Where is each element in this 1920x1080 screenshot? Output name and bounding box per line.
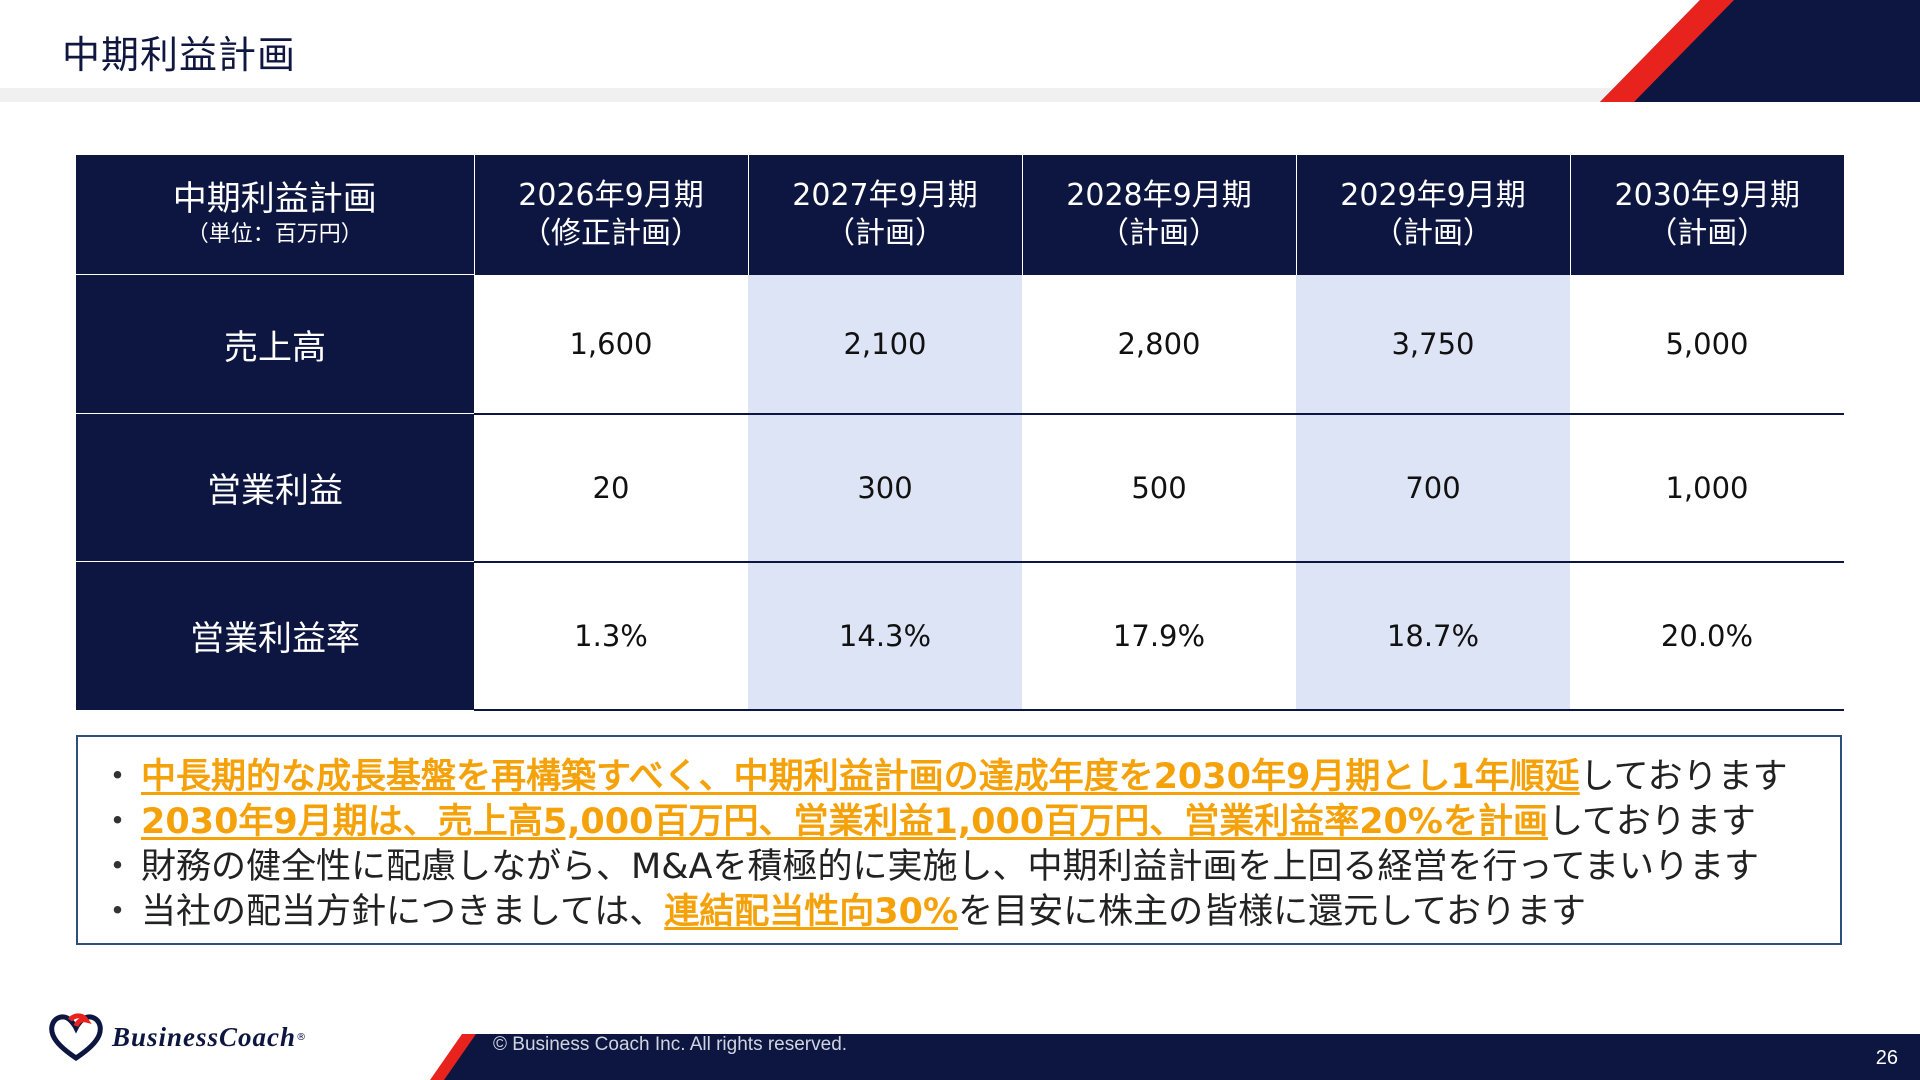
column-year: 2028年9月期 — [1066, 177, 1252, 213]
column-header-2030: 2030年9月期 （計画） — [1569, 155, 1844, 275]
column-year: 2027年9月期 — [792, 177, 978, 213]
table-cell: 3,750 — [1296, 274, 1570, 415]
registered-mark: ® — [296, 1031, 307, 1043]
column-year: 2030年9月期 — [1614, 177, 1800, 213]
column-status: （計画） — [1647, 215, 1768, 251]
column-year: 2026年9月期 — [518, 177, 704, 213]
column-status: （計画） — [825, 215, 945, 251]
table-cell: 14.3% — [748, 561, 1022, 711]
heart-logo-icon — [49, 1013, 103, 1062]
corner-header-label: 中期利益計画 — [172, 178, 377, 219]
note-highlight: 連結配当性向30% — [664, 892, 959, 932]
note-item-4: ・当社の配当方針につきましては、連結配当性向30%を目安に株主の皆様に還元してお… — [100, 890, 1816, 935]
note-text: を目安に株主の皆様に還元しております — [958, 892, 1586, 932]
table-cell: 1,000 — [1570, 413, 1844, 563]
table-cell: 5,000 — [1570, 274, 1844, 415]
table-cell: 700 — [1296, 413, 1570, 563]
table-cell: 2,100 — [748, 274, 1022, 415]
column-year: 2029年9月期 — [1340, 177, 1526, 213]
table-cell: 300 — [748, 413, 1022, 563]
note-item-2: ・ 2030年9月期は、売上高5,000百万円、営業利益1,000百万円、営業利益… — [100, 800, 1816, 845]
note-highlight: 中長期的な成長基盤を再構築すべく、中期利益計画の達成年度を2030年9月期とし1… — [141, 757, 1580, 797]
column-header-2027: 2027年9月期 （計画） — [747, 155, 1022, 275]
column-status: （修正計画） — [521, 215, 701, 251]
table-row-operating-margin: 営業利益率 1.3% 14.3% 17.9% 18.7% 20.0% — [76, 561, 1844, 711]
corner-header-cell: 中期利益計画 （単位：百万円） — [76, 155, 474, 275]
mid-term-plan-table: 中期利益計画 （単位：百万円） 2026年9月期 （修正計画） 2027年9月期… — [76, 155, 1844, 711]
table-row-operating-profit: 営業利益 20 300 500 700 1,000 — [76, 413, 1844, 563]
notes-box: ・中長期的な成長基盤を再構築すべく、中期利益計画の達成年度を2030年9月期とし… — [76, 735, 1842, 945]
note-item-1: ・中長期的な成長基盤を再構築すべく、中期利益計画の達成年度を2030年9月期とし… — [100, 755, 1816, 800]
table-cell: 20.0% — [1570, 561, 1844, 711]
table-cell: 20 — [474, 413, 748, 563]
note-text: しております — [1547, 802, 1756, 842]
table-cell: 2,800 — [1022, 274, 1296, 415]
bullet: ・ — [100, 802, 136, 842]
page-number: 26 — [1875, 1047, 1898, 1069]
table-cell: 1,600 — [474, 274, 748, 415]
note-item-3: ・財務の健全性に配慮しながら、M&Aを積極的に実施し、中期利益計画を上回る経営を… — [100, 845, 1816, 890]
column-status: （計画） — [1099, 215, 1219, 251]
note-text: 財務の健全性に配慮しながら、M&Aを積極的に実施し、中期利益計画を上回る経営を行… — [141, 847, 1759, 887]
column-header-2026: 2026年9月期 （修正計画） — [473, 155, 748, 275]
column-status: （計画） — [1373, 215, 1493, 251]
bullet: ・ — [100, 892, 136, 932]
logo-text: BusinessCoach — [112, 1021, 297, 1052]
row-label-operating-profit: 営業利益 — [76, 413, 474, 562]
bullet: ・ — [100, 847, 136, 887]
title-underline-bar — [0, 88, 1920, 102]
copyright-text: © Business Coach Inc. All rights reserve… — [493, 1034, 848, 1055]
note-text: しております — [1579, 757, 1788, 797]
row-label-operating-margin: 営業利益率 — [76, 561, 474, 710]
table-row-sales: 売上高 1,600 2,100 2,800 3,750 5,000 — [76, 274, 1844, 415]
footer-bar — [430, 1034, 1920, 1080]
unit-label: （単位：百万円） — [186, 221, 363, 247]
corner-decoration — [1600, 0, 1920, 102]
table-cell: 500 — [1022, 413, 1296, 563]
table-cell: 17.9% — [1022, 561, 1296, 711]
page-title: 中期利益計画 — [62, 33, 297, 77]
row-label-sales: 売上高 — [76, 274, 474, 414]
footer-stripe-decoration — [430, 1034, 476, 1080]
table-header-row: 中期利益計画 （単位：百万円） 2026年9月期 （修正計画） 2027年9月期… — [76, 155, 1844, 275]
note-text: 当社の配当方針につきましては、 — [141, 892, 665, 932]
note-highlight: 2030年9月期は、売上高5,000百万円、営業利益1,000百万円、営業利益率… — [141, 802, 1548, 842]
bullet: ・ — [100, 757, 136, 797]
column-header-2028: 2028年9月期 （計画） — [1021, 155, 1296, 275]
table-cell: 1.3% — [474, 561, 748, 711]
table-cell: 18.7% — [1296, 561, 1570, 711]
column-header-2029: 2029年9月期 （計画） — [1295, 155, 1570, 275]
company-logo: BusinessCoach ® — [48, 1012, 306, 1062]
